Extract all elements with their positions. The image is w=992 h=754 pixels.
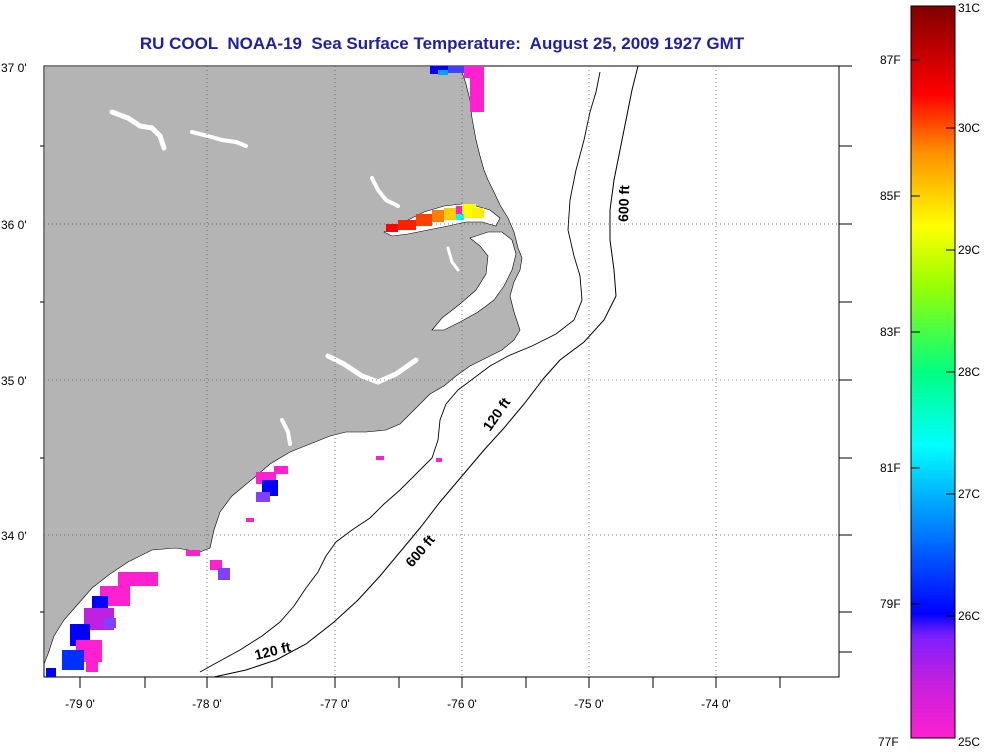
sst-patch-capefear xyxy=(186,550,230,580)
lat-label-37: 37 0' xyxy=(1,61,27,75)
cb-label-25c: 25C xyxy=(958,735,980,749)
figure-title: RU COOL NOAA-19 Sea Surface Temperature:… xyxy=(139,34,745,53)
contour-label-600-north: 600 ft xyxy=(615,185,632,222)
cb-label-28c: 28C xyxy=(958,365,980,379)
cape-fear-river xyxy=(280,418,292,446)
cb-label-31c: 31C xyxy=(958,1,980,15)
cb-label-83f: 83F xyxy=(880,325,901,339)
lon-label-75: -75 0' xyxy=(574,697,604,711)
colorbar-ticks xyxy=(911,59,955,617)
lat-label-35: 35 0' xyxy=(1,374,27,388)
lat-label-34: 34 0' xyxy=(1,529,27,543)
cb-label-79f: 79F xyxy=(880,597,901,611)
cb-label-81f: 81F xyxy=(880,461,901,475)
cb-label-77f: 77F xyxy=(878,735,899,749)
lon-label-79: -79 0' xyxy=(65,697,95,711)
cb-label-87f: 87F xyxy=(880,53,901,67)
lon-label-78: -78 0' xyxy=(192,697,222,711)
contour-120ft xyxy=(199,71,601,673)
cb-label-85f: 85F xyxy=(880,189,901,203)
sst-patch-southwest xyxy=(46,572,158,677)
river-upper-2 xyxy=(190,130,248,148)
lat-label-36: 36 0' xyxy=(1,218,27,232)
lon-label-76: -76 0' xyxy=(447,697,477,711)
sst-patch-onslow xyxy=(246,456,442,522)
lon-label-77: -77 0' xyxy=(320,697,350,711)
cb-label-30c: 30C xyxy=(958,121,980,135)
pamlico-sound xyxy=(431,231,517,331)
lon-label-74: -74 0' xyxy=(701,697,731,711)
sst-patch-albemarle xyxy=(386,204,484,232)
river-sound-east xyxy=(446,246,460,272)
river-upper xyxy=(109,109,167,151)
axis-ticks xyxy=(40,65,852,688)
lat-lon-grid xyxy=(44,66,839,677)
land-mass xyxy=(44,66,523,665)
contour-600ft xyxy=(213,66,639,677)
cb-label-29c: 29C xyxy=(958,243,980,257)
sst-patch-chesapeake xyxy=(430,66,484,112)
river-roanoke xyxy=(370,176,400,208)
cb-label-26c: 26C xyxy=(958,609,980,623)
neuse-river xyxy=(325,353,419,385)
cb-label-27c: 27C xyxy=(958,487,980,501)
